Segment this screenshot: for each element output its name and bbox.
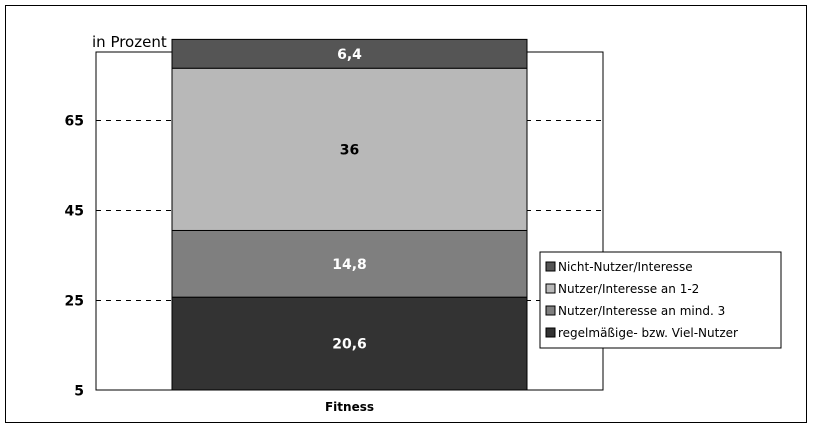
y-tick-label: 65	[65, 114, 84, 130]
bar-segment	[171, 67, 528, 231]
plot-area: 5 25 45 65 20,6 14,8 36 6,4 Fitness	[65, 38, 604, 414]
legend-label: Nicht-Nutzer/Interesse	[558, 260, 693, 274]
data-label: 6,4	[337, 47, 362, 63]
legend-swatch	[545, 261, 556, 272]
bar-segment	[171, 229, 528, 298]
legend-swatch	[545, 305, 556, 316]
legend-label: Nutzer/Interesse an mind. 3	[558, 304, 725, 318]
legend: Nicht-Nutzer/Interesse Nutzer/Interesse a…	[539, 251, 782, 349]
legend-label: regelmäßige- bzw. Viel-Nutzer	[558, 326, 738, 340]
legend-swatch	[545, 283, 556, 294]
data-label: 36	[340, 142, 359, 158]
x-category-label: Fitness	[325, 400, 374, 414]
legend-label: Nutzer/Interesse an 1-2	[558, 282, 699, 296]
y-tick-label: 25	[65, 294, 84, 310]
bar-segment	[171, 38, 528, 69]
data-label: 20,6	[332, 337, 367, 353]
unit-label: in Prozent	[92, 33, 167, 51]
y-tick-label: 45	[65, 204, 84, 220]
y-tick-label: 5	[74, 384, 84, 400]
data-label: 14,8	[332, 257, 367, 273]
legend-swatch	[545, 327, 556, 338]
legend-box	[539, 251, 782, 349]
